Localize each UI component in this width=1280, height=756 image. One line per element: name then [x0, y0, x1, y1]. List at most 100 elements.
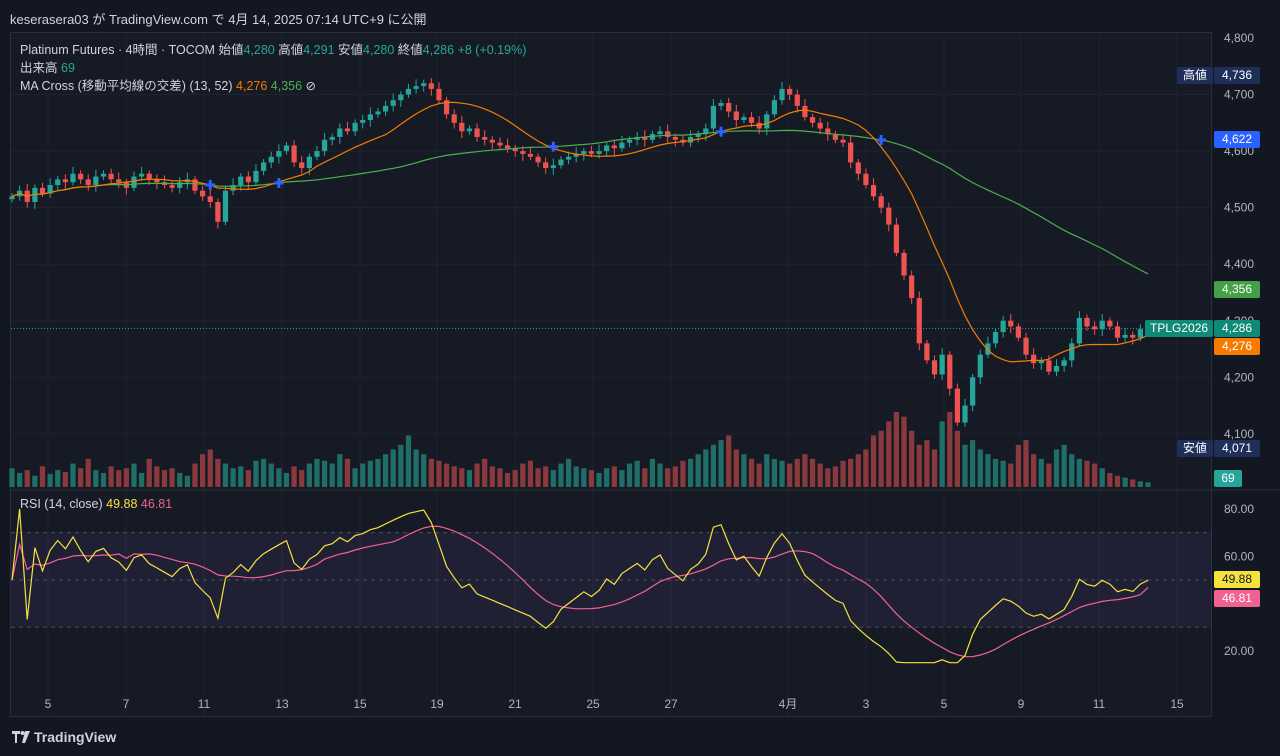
volume-bar: [1099, 468, 1105, 487]
candle-body: [177, 182, 183, 188]
candle-body: [1061, 360, 1067, 366]
volume-bar: [909, 430, 915, 487]
volume-bar: [1114, 475, 1121, 487]
candle-body: [665, 131, 671, 137]
candle-body: [55, 179, 61, 186]
volume-bar: [680, 460, 686, 487]
volume-bar: [47, 473, 53, 487]
volume-bar: [321, 460, 328, 487]
ma-fast-price-label: 4,276: [1214, 338, 1260, 355]
candle-body: [39, 187, 46, 194]
candle-body: [421, 83, 427, 87]
candle-body: [62, 179, 68, 183]
symbol-title: Platinum Futures · 4時間 · TOCOM: [20, 43, 215, 57]
time-tick-label: 5: [45, 697, 52, 711]
candle-body: [687, 136, 694, 143]
volume-bar: [443, 463, 450, 487]
rsi-legend: RSI (14, close) 49.88 46.81: [20, 497, 172, 511]
candle-body: [116, 179, 122, 183]
ticker-label: TPLG2026: [1145, 320, 1213, 337]
rsi-pane: [11, 508, 1212, 664]
price-tick-label: 4,700: [1224, 88, 1254, 102]
volume-bar: [474, 463, 480, 487]
time-tick-label: 7: [123, 697, 130, 711]
volume-bar: [939, 421, 945, 487]
volume-bar: [878, 430, 884, 487]
volume-bar: [314, 458, 320, 487]
volume-bar: [924, 440, 930, 487]
candle-body: [848, 142, 854, 163]
volume-bar: [970, 440, 976, 487]
tradingview-logo[interactable]: TradingView: [12, 729, 116, 745]
ma-cross-marker: [876, 135, 887, 146]
volume-bar: [504, 472, 511, 487]
candle-body: [1008, 320, 1014, 327]
candle-body: [947, 354, 953, 389]
candle-body: [520, 151, 526, 154]
volume-bar: [1084, 460, 1090, 487]
volume-bar: [733, 449, 739, 487]
high-tag: 高値: [1177, 67, 1213, 84]
candle-body: [916, 298, 922, 344]
candle-body: [855, 162, 861, 174]
volume-bar: [619, 470, 625, 487]
candle-body: [626, 139, 633, 143]
volume-bar: [1145, 482, 1151, 487]
ma-cross-marker: [548, 141, 559, 152]
volume-bar: [398, 444, 404, 487]
volume-label: 出来高: [20, 61, 58, 75]
volume-bar: [687, 458, 694, 487]
candle-body: [748, 117, 755, 123]
footer: [0, 717, 1280, 756]
volume-bar: [840, 460, 846, 487]
candle-body: [794, 94, 800, 106]
candle-body: [207, 196, 213, 202]
rsi-label: RSI (14, close): [20, 497, 103, 511]
candle-body: [276, 151, 282, 157]
rsi-ma-value: 46.81: [140, 497, 173, 511]
axes: 4,1004,2004,3004,4004,5004,6004,7004,800…: [45, 31, 1255, 711]
time-tick-label: 19: [430, 697, 444, 711]
volume-bar: [352, 468, 358, 487]
volume-bar: [1046, 463, 1052, 487]
ma-fast-line: [11, 101, 1149, 363]
candle-body: [428, 83, 434, 89]
close-value: 4,286: [422, 43, 455, 57]
volume-bar: [817, 463, 823, 487]
volume-bar: [1137, 481, 1143, 487]
publish-header: keserasera03 が TradingView.com で 4月 14, …: [0, 0, 1280, 32]
candle-body: [970, 377, 976, 406]
ma-legend[interactable]: MA Cross (移動平均線の交差) (13, 52) 4,276 4,356…: [20, 75, 316, 94]
volume-bar: [1061, 444, 1067, 487]
candle-body: [192, 179, 198, 191]
candle-body: [169, 185, 175, 188]
volume-bar: [741, 454, 747, 487]
candle-body: [360, 119, 366, 123]
candle-body: [992, 332, 999, 344]
candle-body: [695, 134, 701, 137]
candle-body: [1107, 320, 1113, 327]
candle-body: [93, 176, 99, 186]
open-label: 始値: [218, 43, 244, 57]
volume-bar: [276, 468, 282, 487]
chart-frame[interactable]: [10, 32, 1212, 717]
volume-bar: [78, 468, 84, 487]
hide-icon[interactable]: ⊘: [305, 79, 317, 93]
volume-bar: [794, 458, 800, 487]
volume-bar: [100, 472, 107, 487]
rsi-line: [11, 508, 1149, 664]
candle-body: [390, 100, 396, 106]
candle-body: [1122, 334, 1128, 338]
candle-body: [931, 360, 938, 375]
volume-bar: [24, 470, 30, 487]
close-label: 終値: [397, 43, 423, 57]
volume-bar: [771, 458, 778, 487]
time-tick-label: 4月: [779, 697, 798, 711]
volume-bar: [527, 460, 534, 487]
volume-bar: [108, 466, 114, 487]
candle-body: [573, 153, 579, 157]
volume-bar: [436, 460, 442, 487]
volume-value: 69: [61, 61, 75, 75]
volume-bar: [634, 460, 640, 487]
